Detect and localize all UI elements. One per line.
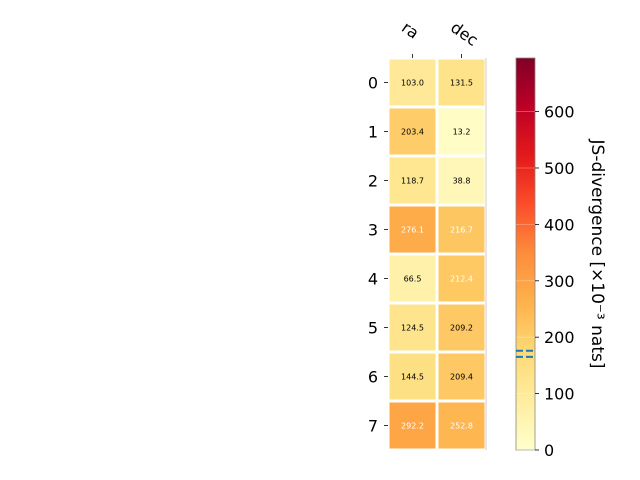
column-label: dec xyxy=(447,18,481,50)
column-label: ra xyxy=(398,18,422,43)
cell-value-label: 38.8 xyxy=(453,177,471,186)
cell-value-label: 252.8 xyxy=(450,422,473,431)
heatmap-cell xyxy=(435,252,488,305)
heatmap-cell xyxy=(435,399,488,452)
cell-value-label: 203.4 xyxy=(401,128,424,137)
cell-value-label: 131.5 xyxy=(450,79,473,88)
cell-value-label: 276.1 xyxy=(401,226,424,235)
cell-value-label: 216.7 xyxy=(450,226,473,235)
colorbar-tick-label: 600 xyxy=(544,103,575,122)
cell-value-label: 212.4 xyxy=(450,275,473,284)
colorbar-tick-label: 200 xyxy=(544,328,575,347)
colorbar-ticks: 0 100 200 300 400 500 600 xyxy=(516,103,575,460)
colorbar-tick-label: 300 xyxy=(544,272,575,291)
row-label: 6 xyxy=(368,368,378,387)
colorbar-tick-label: 400 xyxy=(544,215,575,234)
row-labels: 0 1 2 3 4 5 6 7 xyxy=(368,74,388,436)
colorbar-label: JS-divergence [×10⁻³ nats] xyxy=(587,139,607,369)
row-label: 4 xyxy=(368,270,378,289)
cell-value-label: 103.0 xyxy=(401,79,424,88)
row-label: 3 xyxy=(368,221,378,240)
cell-value-label: 124.5 xyxy=(401,324,424,333)
heatmap-cell xyxy=(435,203,488,256)
colorbar-reference-lines xyxy=(516,349,535,358)
colorbar xyxy=(515,57,536,451)
cell-value-label: 144.5 xyxy=(401,373,424,382)
row-label: 7 xyxy=(368,417,378,436)
cell-value-label: 292.2 xyxy=(401,422,424,431)
row-label: 1 xyxy=(368,123,378,142)
cell-value-label: 209.4 xyxy=(450,373,473,382)
row-label: 0 xyxy=(368,74,378,93)
cell-value-label: 66.5 xyxy=(404,275,422,284)
row-label: 2 xyxy=(368,172,378,191)
column-labels: ra dec xyxy=(398,18,482,58)
row-label: 5 xyxy=(368,319,378,338)
cell-value-label: 13.2 xyxy=(453,128,471,137)
colorbar-tick-label: 0 xyxy=(544,441,554,460)
colorbar-tick-label: 100 xyxy=(544,385,575,404)
heatmap-grid: 103.0 131.5 203.4 13.2 118.7 38.8 276.1 216.7 66… xyxy=(386,56,488,452)
cell-value-label: 118.7 xyxy=(401,177,424,186)
colorbar-tick-label: 500 xyxy=(544,159,575,178)
cell-value-label: 209.2 xyxy=(450,324,473,333)
